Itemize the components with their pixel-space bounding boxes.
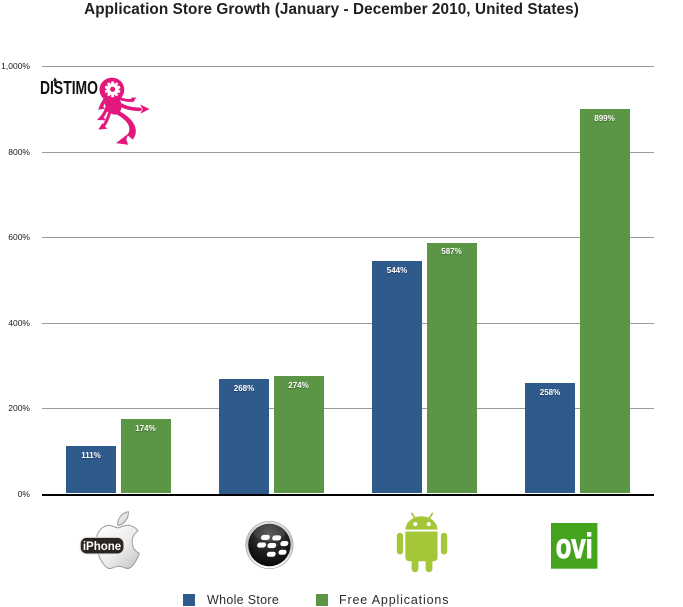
svg-text:iPhone: iPhone bbox=[83, 541, 121, 553]
svg-text:ovi: ovi bbox=[556, 525, 593, 565]
